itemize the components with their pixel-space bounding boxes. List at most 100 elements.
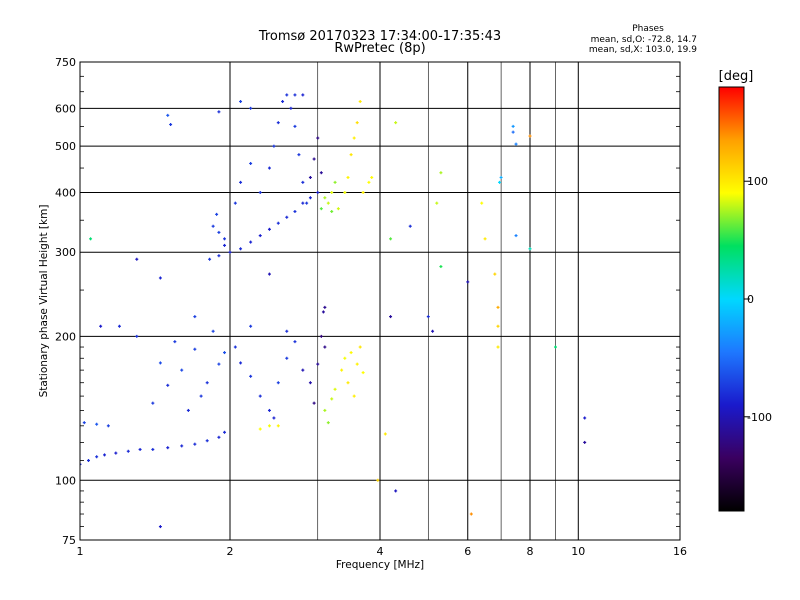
data-point [498,180,502,184]
data-point [80,462,82,466]
data-point [301,201,305,205]
x-tick-label: 16 [673,545,687,558]
data-point [293,93,297,97]
data-point [135,257,139,261]
data-point [217,435,221,439]
data-point [166,383,170,387]
data-point [267,227,271,231]
y-tick-label: 600 [55,102,76,115]
data-point [211,224,215,228]
data-point [301,368,305,372]
data-point [239,247,243,251]
data-point [166,446,170,450]
data-point [305,201,309,205]
data-point [239,100,243,104]
data-point [352,136,356,140]
data-point [493,272,497,276]
data-point [193,442,197,446]
data-point [361,190,365,194]
data-point [511,124,515,128]
data-point [469,512,473,516]
data-point [180,444,184,448]
data-point [319,207,323,211]
data-point [316,136,320,140]
data-point [217,254,221,258]
chart-subtitle: RwPretec (8p) [334,41,425,56]
data-point [267,408,271,412]
data-point [180,368,184,372]
data-point [258,190,262,194]
data-point [289,106,293,110]
data-point [267,166,271,170]
data-point [117,324,121,328]
data-point [239,180,243,184]
data-point [293,124,297,128]
data-point [158,276,162,280]
data-point [483,237,487,241]
data-point [151,401,155,405]
data-point [233,345,237,349]
data-point [511,130,515,134]
data-point [276,121,280,125]
grid-lines [80,62,680,540]
data-point [293,210,297,214]
data-point [319,171,323,175]
data-point [367,180,371,184]
data-point [340,368,344,372]
data-point [267,424,271,428]
colorbar-tick-label: 100 [747,175,768,188]
data-point [343,356,347,360]
data-point [272,416,276,420]
colorbar-tick-label: 0 [747,293,754,306]
y-tick-label: 400 [55,186,76,199]
data-point [297,153,301,157]
data-point [514,142,518,146]
data-point [426,315,430,319]
data-point [249,161,253,165]
data-point [583,416,587,420]
data-point [358,100,362,104]
data-point [376,478,380,482]
data-point [514,234,518,238]
y-axis-label: Stationary phase Virtual Height [km] [38,205,50,398]
data-point [249,106,253,110]
data-point [258,234,262,238]
data-point [126,449,130,453]
y-tick-label: 500 [55,140,76,153]
y-tick-label: 300 [55,246,76,259]
data-point [394,489,398,493]
data-point [223,243,227,247]
data-point [431,329,435,333]
data-point [239,361,243,365]
data-point [389,315,393,319]
data-point [138,447,142,451]
data-point [276,424,280,428]
plot-frame [79,61,681,541]
data-point [267,272,271,276]
data-point [336,207,340,211]
data-point [319,334,323,338]
x-axis-label: Frequency [MHz] [336,559,424,571]
data-point [217,110,221,114]
data-point [312,157,316,161]
data-point [330,397,334,401]
data-point [496,324,500,328]
data-point [272,144,276,148]
data-point [583,440,587,444]
data-point [95,422,99,426]
data-point [301,180,305,184]
data-point [215,212,219,216]
data-point [528,134,532,138]
data-point [326,201,330,205]
data-point [276,381,280,385]
data-point [166,113,170,117]
x-tick-label: 6 [464,545,471,558]
data-point [553,345,557,349]
x-tick-label: 2 [227,545,234,558]
data-point [233,201,237,205]
x-tick-label: 1 [77,545,84,558]
data-point [389,237,393,241]
x-tick-label: 8 [527,545,534,558]
data-point [193,347,197,351]
